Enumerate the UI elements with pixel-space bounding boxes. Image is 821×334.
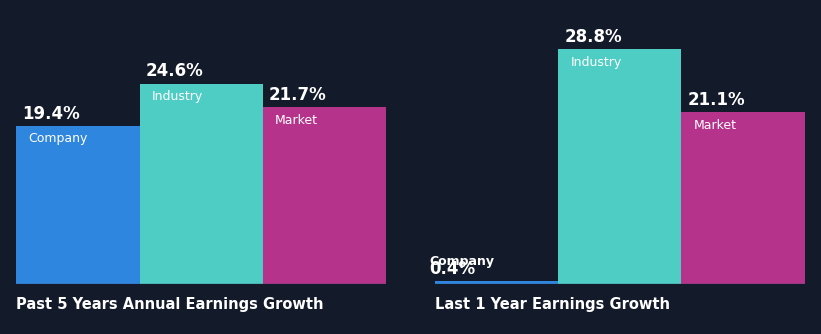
Bar	[435, 281, 558, 284]
Text: 24.6%: 24.6%	[146, 62, 204, 80]
Bar	[263, 107, 386, 284]
Bar	[558, 49, 681, 284]
Text: 19.4%: 19.4%	[23, 105, 80, 123]
Text: 0.4%: 0.4%	[429, 260, 475, 278]
Text: 21.7%: 21.7%	[268, 86, 327, 104]
Text: Industry: Industry	[152, 90, 203, 103]
Text: Market: Market	[275, 114, 318, 127]
Bar	[16, 126, 140, 284]
Bar	[681, 112, 805, 284]
Text: Market: Market	[694, 119, 736, 132]
Bar	[140, 84, 263, 284]
Text: 28.8%: 28.8%	[565, 28, 622, 46]
Text: Company: Company	[429, 256, 494, 269]
Text: Past 5 Years Annual Earnings Growth: Past 5 Years Annual Earnings Growth	[16, 297, 324, 312]
Text: 21.1%: 21.1%	[688, 91, 745, 109]
Text: Last 1 Year Earnings Growth: Last 1 Year Earnings Growth	[435, 297, 670, 312]
Text: Industry: Industry	[571, 56, 621, 69]
Text: Company: Company	[29, 133, 88, 146]
